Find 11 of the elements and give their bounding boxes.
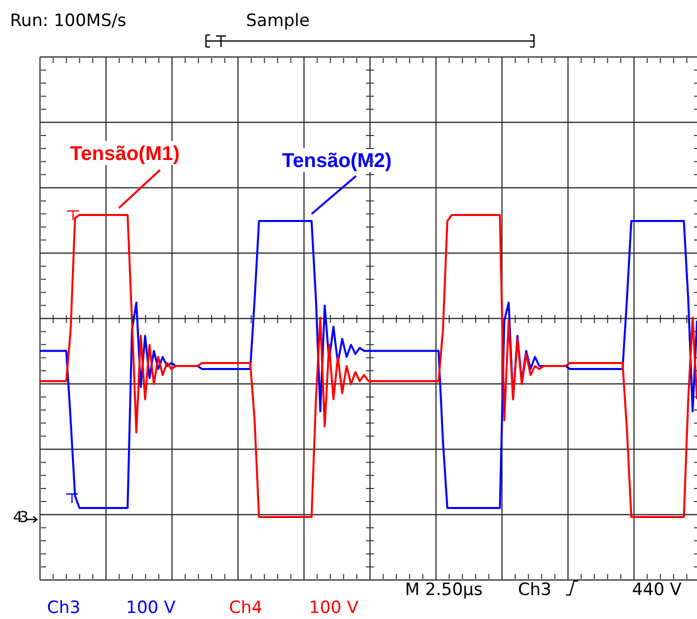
text: Ch3 — [518, 580, 552, 600]
text: 100 V — [126, 598, 176, 618]
text: M 2.50µs — [405, 580, 483, 600]
text: Ch3 — [47, 598, 80, 618]
text: Run: 100MS/s — [10, 11, 126, 31]
text: Ch4 — [229, 598, 262, 618]
text: Tensão(M2) — [282, 150, 392, 172]
text: Sample — [246, 11, 310, 31]
text: 440 V — [632, 580, 682, 600]
text: Tensão(M1) — [70, 143, 180, 165]
text: 100 V — [309, 598, 359, 618]
